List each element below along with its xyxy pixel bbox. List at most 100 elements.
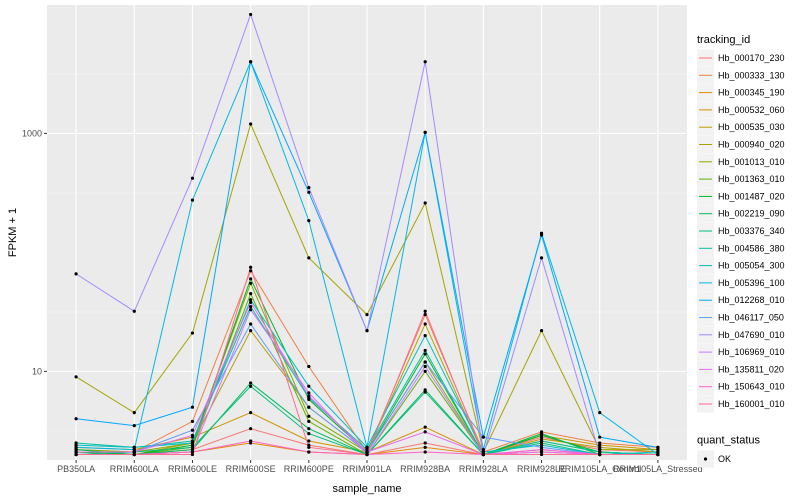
data-point <box>598 445 602 449</box>
data-point <box>249 308 253 312</box>
x-axis: PB350LA RRIM600LA RRIM600LE RRIM600SE RRIM60… <box>57 460 703 474</box>
legend-label: Hb_150643_010 <box>718 382 785 392</box>
data-point <box>190 452 195 457</box>
data-point <box>307 391 311 395</box>
x-tick-label: RRIM600LE <box>168 464 217 474</box>
legend-label: Hb_046117_050 <box>718 313 784 323</box>
data-point <box>307 190 311 194</box>
data-point <box>598 452 602 457</box>
data-point <box>249 300 253 304</box>
data-point <box>74 445 78 449</box>
legend-label: Hb_160001_010 <box>718 399 785 409</box>
data-point <box>423 390 427 394</box>
data-point <box>249 269 253 273</box>
legend-label: Hb_000535_030 <box>718 122 785 132</box>
plot-panel <box>47 5 687 460</box>
data-point <box>74 272 78 276</box>
data-point <box>539 450 544 454</box>
legend-status-title: quant_status <box>697 435 760 447</box>
x-tick-label: PB350LA <box>57 464 95 474</box>
legend-status-key-point <box>703 457 708 461</box>
data-point <box>423 130 427 134</box>
data-point <box>132 452 136 457</box>
data-point <box>190 428 195 432</box>
data-point <box>423 313 427 317</box>
legend-label: Hb_005054_300 <box>718 261 785 271</box>
x-tick-label: RRIM928LA <box>459 464 508 474</box>
data-point <box>481 452 485 457</box>
data-point <box>74 448 78 452</box>
data-point <box>307 445 311 449</box>
data-point <box>307 256 311 260</box>
data-point <box>539 432 544 436</box>
data-point <box>656 450 660 454</box>
legend-label: Hb_002219_090 <box>718 209 785 219</box>
data-point <box>539 439 544 443</box>
x-tick-label: RRIM600LA <box>110 464 159 474</box>
data-point <box>249 281 253 285</box>
data-point <box>539 448 544 452</box>
data-point <box>249 12 253 17</box>
data-point <box>132 448 136 452</box>
data-point <box>307 439 311 443</box>
legend-label: Hb_135811_020 <box>718 364 784 374</box>
data-point <box>190 198 195 202</box>
legend-label: Hb_005396_100 <box>718 278 785 288</box>
data-point <box>539 256 544 260</box>
data-point <box>249 305 253 309</box>
data-point <box>365 452 369 457</box>
data-point <box>249 384 253 388</box>
legend: tracking_id Hb_000170_230 Hb_000333_130 Hb… <box>697 34 785 468</box>
data-point <box>249 427 253 431</box>
data-point <box>132 309 136 313</box>
data-point <box>249 265 253 269</box>
data-point <box>481 450 485 454</box>
data-point <box>190 445 195 449</box>
data-point <box>365 329 369 333</box>
data-point <box>307 443 311 447</box>
data-point <box>190 176 195 180</box>
data-point <box>423 369 427 373</box>
data-point <box>307 186 311 190</box>
data-point <box>190 441 195 445</box>
legend-label: Hb_000940_020 <box>718 140 785 150</box>
legend-title: tracking_id <box>697 34 750 46</box>
data-point <box>190 419 195 423</box>
x-tick-label: RRIM928BA <box>400 464 450 474</box>
data-point <box>539 445 544 449</box>
data-point <box>249 329 253 333</box>
data-point <box>307 432 311 436</box>
data-point <box>423 425 427 429</box>
data-point <box>74 417 78 421</box>
legend-label: Hb_001013_010 <box>718 157 785 167</box>
data-point <box>656 445 660 449</box>
data-point <box>423 322 427 326</box>
data-point <box>74 375 78 379</box>
legend-label: Hb_000345_190 <box>718 88 785 98</box>
y-tick-label: 10 <box>32 366 42 376</box>
x-tick-label: RRIM600SE <box>226 464 276 474</box>
legend-label: Hb_000333_130 <box>718 70 785 80</box>
data-point <box>539 329 544 333</box>
x-tick-label: RRIM928LE <box>517 464 566 474</box>
data-point <box>132 424 136 428</box>
data-point <box>423 388 427 392</box>
legend-label: Hb_000532_060 <box>718 105 785 115</box>
data-point <box>598 448 602 452</box>
data-point <box>598 450 602 454</box>
data-point <box>365 445 369 449</box>
legend-label: Hb_047690_010 <box>718 330 785 340</box>
data-point <box>423 333 427 338</box>
data-point <box>249 439 253 443</box>
data-point <box>74 452 78 457</box>
data-point <box>249 381 253 385</box>
data-point <box>249 60 253 64</box>
data-point <box>307 364 311 369</box>
data-point <box>423 445 427 449</box>
y-tick-label: 1000 <box>22 128 42 138</box>
legend-status-label: OK <box>718 454 731 464</box>
x-tick-label: RRIM105LA_Stressed <box>613 464 703 474</box>
data-point <box>132 411 136 415</box>
data-point <box>423 450 427 454</box>
